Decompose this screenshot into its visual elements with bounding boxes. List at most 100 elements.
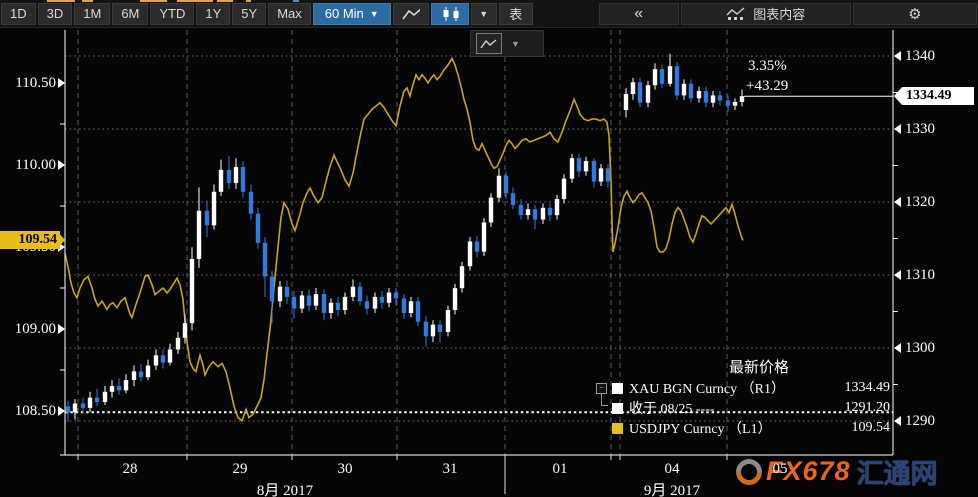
right-axis-tick-label: 1340: [905, 48, 935, 64]
range-button-max[interactable]: Max: [268, 2, 311, 25]
chart-content-icon: [726, 6, 745, 20]
day-label-30: 30: [337, 461, 353, 477]
chevron-down-icon: ▼: [479, 8, 489, 19]
top-edge-dash: [217, 0, 233, 2]
range-button-ytd[interactable]: YTD: [150, 2, 195, 25]
candle-up: [109, 385, 115, 392]
legend-row-close[interactable]: 收于 08/25 ---- 1291.20: [596, 398, 892, 418]
candle-down: [547, 207, 553, 216]
chart-content-button[interactable]: 图表内容: [680, 2, 851, 25]
right-axis-tick-label: 1310: [905, 267, 935, 283]
candle-up: [72, 403, 78, 413]
close-line-swatch: [612, 402, 623, 414]
candle-down: [688, 83, 694, 99]
candle-up: [299, 295, 305, 309]
legend-label: 收于 08/25 ----: [629, 402, 715, 417]
legend-row-xau[interactable]: − XAU BGN Curncy （R1） 1334.49: [596, 378, 892, 406]
legend-tree-gutter: −: [596, 378, 612, 406]
range-button-6m[interactable]: 6M: [112, 2, 149, 25]
top-edge-dash: [140, 0, 167, 2]
candle-down: [591, 161, 597, 182]
candle-up: [583, 161, 589, 172]
settings-button[interactable]: ⚙: [852, 2, 977, 25]
watermark-huitong: 汇通网: [856, 459, 938, 489]
usdjpy-swatch: [612, 422, 623, 434]
range-button-1d[interactable]: 1D: [1, 2, 36, 25]
candle-up: [445, 310, 451, 332]
percent-change-annotation: 3.35%: [748, 58, 787, 74]
candle-up: [467, 241, 473, 267]
candle-up: [182, 323, 188, 338]
candle-up: [569, 158, 575, 179]
legend-value: 109.54: [851, 420, 891, 435]
candle-up: [681, 83, 687, 96]
candle-up: [630, 82, 636, 94]
day-label-05: 05: [772, 461, 788, 477]
toolbar: 1D 3D 1M 6M YTD 1Y 5Y Max 60 Min ▼ ▼ 表 «: [0, 0, 978, 28]
candle-down: [284, 286, 290, 297]
candle-down: [160, 355, 166, 363]
watermark-fx678: FX678: [766, 456, 851, 486]
candle-up: [459, 266, 465, 289]
candle-down: [401, 298, 407, 313]
candle-down: [138, 371, 144, 378]
collapse-panel-button[interactable]: «: [598, 2, 679, 25]
legend-title: 最新价格: [728, 360, 789, 376]
chart-type-overlay[interactable]: ▼: [470, 30, 544, 57]
candle-up: [277, 286, 283, 302]
table-button-label: 表: [509, 7, 523, 22]
chart-style-dropdown[interactable]: ▼: [470, 2, 497, 25]
right-axis-tick-label: 1300: [905, 340, 935, 356]
candle-up: [386, 292, 392, 303]
candle-up: [496, 175, 502, 198]
month-label: 9月 2017: [643, 483, 701, 497]
right-tick-arrow-icon: [894, 343, 901, 353]
candle-down: [437, 324, 443, 332]
candle-up: [313, 293, 319, 306]
chart-content-label: 图表内容: [753, 7, 806, 22]
candle-down: [674, 66, 680, 96]
candle-down: [393, 292, 399, 299]
left-tick-arrow-icon: [58, 160, 65, 170]
range-button-1y[interactable]: 1Y: [196, 2, 231, 25]
candle-up: [189, 258, 195, 324]
line-chart-icon: [402, 8, 420, 19]
range-button-3d[interactable]: 3D: [37, 2, 73, 25]
candle-up: [175, 337, 181, 350]
day-label-04: 04: [664, 461, 680, 477]
left-axis-tick-label: 109.00: [14, 321, 56, 337]
interval-label: 60 Min: [324, 6, 364, 21]
candle-down: [116, 385, 122, 391]
candlestick-chart-button[interactable]: [430, 2, 469, 25]
right-axis-tick-label: 1330: [905, 121, 935, 137]
candle-down: [240, 166, 246, 192]
usdjpy-last-price-badge: 109.54: [0, 231, 65, 250]
watermark: FX678 汇通网: [730, 452, 938, 491]
candle-up: [525, 209, 531, 216]
legend-value: 1334.49: [844, 380, 891, 395]
table-button[interactable]: 表: [498, 2, 533, 25]
range-button-1m[interactable]: 1M: [74, 2, 111, 25]
xau-swatch: [612, 382, 623, 394]
candle-up: [342, 296, 348, 311]
range-button-5y[interactable]: 5Y: [232, 2, 267, 25]
day-label-01: 01: [552, 461, 568, 477]
candle-up: [481, 222, 487, 252]
top-edge-dash: [246, 0, 251, 2]
legend-tree-gutter: [596, 418, 612, 438]
top-edge-dash: [177, 0, 213, 2]
candle-up: [554, 199, 560, 216]
candle-down: [291, 296, 297, 309]
line-chart-button[interactable]: [392, 2, 429, 25]
candle-down: [415, 301, 421, 322]
candle-up: [131, 371, 137, 381]
tree-connector: [601, 393, 608, 406]
right-tick-arrow-icon: [894, 270, 901, 280]
candle-down: [204, 210, 210, 226]
interval-dropdown[interactable]: 60 Min ▼: [312, 2, 391, 25]
line-style-icon: [476, 33, 502, 54]
legend-row-usdjpy[interactable]: USDJPY Curncy （L1） 109.54: [596, 418, 892, 438]
candle-down: [262, 242, 268, 277]
